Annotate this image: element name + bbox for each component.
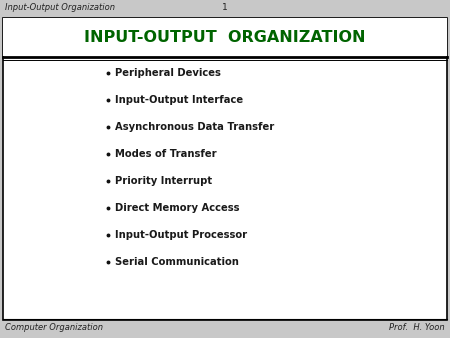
Text: Asynchronous Data Transfer: Asynchronous Data Transfer — [115, 122, 274, 132]
Text: Priority Interrupt: Priority Interrupt — [115, 176, 212, 186]
Text: Modes of Transfer: Modes of Transfer — [115, 149, 216, 159]
Text: Direct Memory Access: Direct Memory Access — [115, 203, 239, 213]
Text: Serial Communication: Serial Communication — [115, 257, 239, 267]
Text: Computer Organization: Computer Organization — [5, 323, 103, 333]
Text: Input-Output Organization: Input-Output Organization — [5, 2, 115, 11]
Text: Input-Output Interface: Input-Output Interface — [115, 95, 243, 105]
Text: INPUT-OUTPUT  ORGANIZATION: INPUT-OUTPUT ORGANIZATION — [84, 29, 366, 45]
Text: 1: 1 — [222, 2, 228, 11]
Text: Input-Output Processor: Input-Output Processor — [115, 230, 247, 240]
Bar — [3, 18, 447, 56]
Text: Peripheral Devices: Peripheral Devices — [115, 68, 221, 78]
Text: Prof.  H. Yoon: Prof. H. Yoon — [389, 323, 445, 333]
Bar — [3, 18, 447, 320]
